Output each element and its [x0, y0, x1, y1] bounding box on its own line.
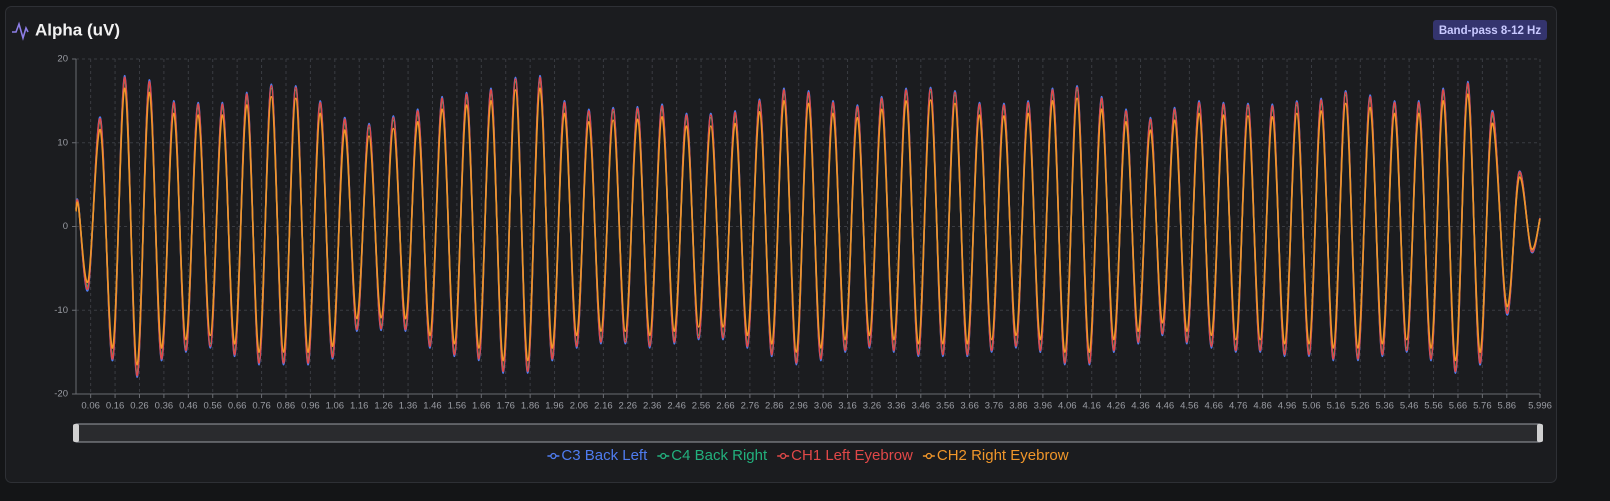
x-tick-label: 3.06 — [814, 401, 833, 412]
x-tick-label: 1.86 — [521, 401, 540, 412]
zoom-slider[interactable] — [75, 423, 1541, 443]
x-tick-label: 4.56 — [1180, 401, 1199, 412]
legend-label: C4 Back Right — [671, 447, 768, 464]
legend-label: CH2 Right Eyebrow — [937, 447, 1069, 464]
x-tick-label: 0.86 — [277, 401, 296, 412]
x-tick-label: 5.46 — [1400, 401, 1419, 412]
badge — [1433, 20, 1547, 40]
x-tick-label: 4.86 — [1253, 401, 1272, 412]
legend-marker — [780, 452, 787, 460]
x-tick-label: 1.06 — [326, 401, 345, 412]
legend-label: CH1 Left Eyebrow — [791, 447, 913, 464]
x-tick-label: 3.36 — [887, 401, 906, 412]
x-tick-label: 3.56 — [936, 401, 955, 412]
x-tick-label: 5.16 — [1327, 401, 1346, 412]
legend-marker — [550, 452, 557, 460]
x-tick-label: 0.56 — [203, 401, 222, 412]
x-tick-label: 2.46 — [667, 401, 686, 412]
badge-label: Band-pass 8-12 Hz — [1439, 25, 1542, 37]
x-tick-label: 4.76 — [1229, 401, 1248, 412]
x-tick-label: 2.86 — [765, 401, 784, 412]
x-tick-label: 2.96 — [789, 401, 808, 412]
y-tick-label: -10 — [54, 305, 68, 316]
legend-item[interactable]: CH2 Right Eyebrow — [922, 447, 1069, 464]
chart-title: Alpha (uV) — [35, 20, 120, 39]
legend-item[interactable]: CH1 Left Eyebrow — [777, 447, 913, 464]
x-tick-label: 1.46 — [423, 401, 442, 412]
x-tick-label: 3.96 — [1034, 401, 1053, 412]
x-tick-label: 1.36 — [399, 401, 418, 412]
x-tick-label: 1.96 — [545, 401, 564, 412]
x-tick-label: 3.26 — [863, 401, 882, 412]
x-tick-label: 0.16 — [106, 401, 125, 412]
x-tick-label: 0.26 — [130, 401, 149, 412]
series-line — [75, 87, 1541, 366]
x-tick-label: 1.56 — [448, 401, 467, 412]
x-tick-label: 4.96 — [1278, 401, 1297, 412]
x-tick-label: 5.86 — [1498, 401, 1517, 412]
x-tick-label: 2.66 — [716, 401, 735, 412]
x-tick-label: 3.66 — [960, 401, 979, 412]
x-tick-label: 4.06 — [1058, 401, 1077, 412]
x-tick-label: 4.66 — [1205, 401, 1224, 412]
x-tick-label: 1.16 — [350, 401, 369, 412]
plot-area: -20 -10 0 10 20 0.06 0.16 0.26 0.36 0.46 0.56 0.66 0… — [54, 54, 1552, 412]
x-tick-label: 2.76 — [741, 401, 760, 412]
x-tick-label: 4.36 — [1131, 401, 1150, 412]
x-tick-label: 5.76 — [1473, 401, 1492, 412]
zoom-handle-right[interactable] — [1537, 424, 1543, 442]
x-tick-label: 0.36 — [155, 401, 174, 412]
x-tick-label: 5.66 — [1449, 401, 1468, 412]
y-tick-label: 0 — [63, 221, 68, 232]
zoom-handle-left[interactable] — [73, 424, 79, 442]
x-tick-label: 3.86 — [1009, 401, 1028, 412]
legend-marker — [660, 452, 667, 460]
x-tick-label: 3.16 — [838, 401, 857, 412]
legend-label: C3 Back Left — [561, 447, 648, 464]
x-tick-label: 4.26 — [1107, 401, 1126, 412]
x-tick-label: 0.76 — [252, 401, 271, 412]
x-tick-label: 2.56 — [692, 401, 711, 412]
legend-marker — [925, 452, 933, 460]
x-tick-label: 0.46 — [179, 401, 198, 412]
legend-item[interactable]: C3 Back Left — [547, 447, 648, 464]
x-tick-label: 2.06 — [570, 401, 589, 412]
x-tick-label: 2.36 — [643, 401, 662, 412]
x-tick-label: 0.66 — [228, 401, 247, 412]
card — [5, 6, 1557, 483]
x-tick-label: 1.26 — [374, 401, 393, 412]
y-tick-label: 10 — [57, 137, 68, 148]
title-icon — [12, 21, 29, 41]
x-tick-label: 5.06 — [1302, 401, 1321, 412]
y-tick-label: 20 — [57, 54, 68, 65]
x-tick-label: 1.76 — [496, 401, 515, 412]
x-tick-label: 0.06 — [81, 401, 100, 412]
x-tick-label: 1.66 — [472, 401, 491, 412]
y-tick-label: -20 — [54, 389, 68, 400]
x-tick-label: 5.36 — [1375, 401, 1394, 412]
x-tick-label: 2.16 — [594, 401, 613, 412]
x-tick-label: 0.96 — [301, 401, 320, 412]
x-tick-label: 3.76 — [985, 401, 1004, 412]
x-tick-label: 5.26 — [1351, 401, 1370, 412]
x-tick-label: 3.46 — [912, 401, 931, 412]
x-tick-label: 5.56 — [1424, 401, 1443, 412]
x-tick-label: 4.16 — [1082, 401, 1101, 412]
legend-item[interactable]: C4 Back Right — [657, 447, 768, 464]
legend: C3 Back Left C4 Back Right CH1 Left Eyebro… — [547, 447, 1069, 464]
x-tick-label: 5.996 — [1528, 401, 1552, 412]
x-tick-label: 4.46 — [1156, 401, 1175, 412]
x-tick-label: 2.26 — [619, 401, 638, 412]
